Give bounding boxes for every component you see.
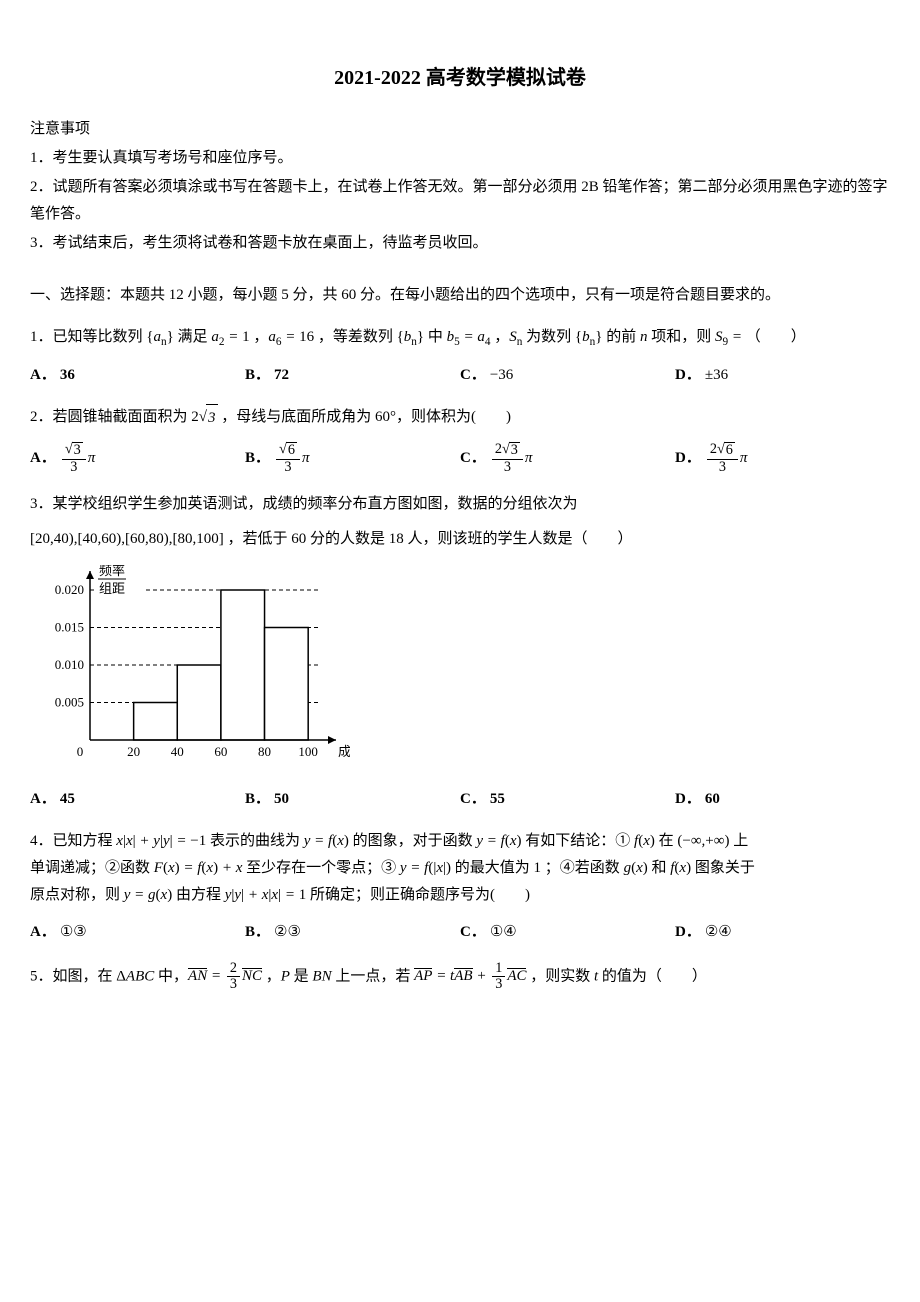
question-5-stem: 5．如图，在 ΔABC 中，AN = 23NC ，P 是 BN 上一点，若 AP…	[30, 961, 890, 993]
svg-text:40: 40	[171, 744, 184, 759]
svg-text:0.015: 0.015	[55, 619, 84, 634]
document-title: 2021-2022 高考数学模拟试卷	[30, 60, 890, 96]
svg-text:60: 60	[214, 744, 227, 759]
option-b: B．②③	[245, 919, 460, 946]
instructions-heading: 注意事项	[30, 116, 890, 143]
option-b: B．72	[245, 362, 460, 389]
option-c: C．55	[460, 786, 675, 813]
question-5: 5．如图，在 ΔABC 中，AN = 23NC ，P 是 BN 上一点，若 AP…	[30, 961, 890, 993]
svg-text:0.005: 0.005	[55, 694, 84, 709]
question-3: 3．某学校组织学生参加英语测试，成绩的频率分布直方图如图，数据的分组依次为 [2…	[30, 491, 890, 813]
svg-text:0: 0	[77, 744, 84, 759]
svg-text:成绩/分: 成绩/分	[338, 744, 350, 759]
svg-text:80: 80	[258, 744, 271, 759]
option-d: D．±36	[675, 362, 890, 389]
svg-text:0.020: 0.020	[55, 582, 84, 597]
question-3-options: A．45 B．50 C．55 D．60	[30, 786, 890, 813]
instruction-line: 2．试题所有答案必须填涂或书写在答题卡上，在试卷上作答无效。第一部分必须用 2B…	[30, 174, 890, 228]
question-4: 4．已知方程 xx + yy = −1 表示的曲线为 y = f(x) 的图象，…	[30, 828, 890, 946]
option-d: D． 263π	[675, 442, 890, 475]
svg-text:0.010: 0.010	[55, 657, 84, 672]
instruction-line: 3．考试结束后，考生须将试卷和答题卡放在桌面上，待监考员收回。	[30, 230, 890, 257]
question-4-stem: 4．已知方程 xx + yy = −1 表示的曲线为 y = f(x) 的图象，…	[30, 828, 890, 909]
option-d: D．②④	[675, 919, 890, 946]
question-1-stem: 1．已知等比数列 {an} 满足 a2 = 1 ，a6 = 16 ，等差数列 {…	[30, 324, 890, 352]
histogram-chart: 0.005 0.010 0.015 0.020 20 40 60 80 100 0 频率组距成绩/分…	[30, 565, 890, 780]
instructions-block: 注意事项 1．考生要认真填写考场号和座位序号。 2．试题所有答案必须填涂或书写在…	[30, 116, 890, 257]
svg-text:组距: 组距	[99, 581, 125, 596]
question-2-options: A． 33π B． 63π C． 233π D． 263π	[30, 442, 890, 475]
svg-text:频率: 频率	[99, 565, 125, 578]
option-c: C． 233π	[460, 442, 675, 475]
option-c: C．①④	[460, 919, 675, 946]
option-a: A．36	[30, 362, 245, 389]
question-2: 2．若圆锥轴截面面积为 23 ，母线与底面所成角为 60°，则体积为( ) A．…	[30, 404, 890, 475]
question-3-stem: 3．某学校组织学生参加英语测试，成绩的频率分布直方图如图，数据的分组依次为 [2…	[30, 491, 890, 553]
question-1: 1．已知等比数列 {an} 满足 a2 = 1 ，a6 = 16 ，等差数列 {…	[30, 324, 890, 389]
question-2-stem: 2．若圆锥轴截面面积为 23 ，母线与底面所成角为 60°，则体积为( )	[30, 404, 890, 432]
option-d: D．60	[675, 786, 890, 813]
question-4-options: A．①③ B．②③ C．①④ D．②④	[30, 919, 890, 946]
svg-text:20: 20	[127, 744, 140, 759]
option-c: C．−36	[460, 362, 675, 389]
question-1-options: A．36 B．72 C．−36 D．±36	[30, 362, 890, 389]
svg-text:100: 100	[298, 744, 318, 759]
option-b: B．50	[245, 786, 460, 813]
section-1-heading: 一、选择题：本题共 12 小题，每小题 5 分，共 60 分。在每小题给出的四个…	[30, 282, 890, 309]
option-a: A．①③	[30, 919, 245, 946]
instruction-line: 1．考生要认真填写考场号和座位序号。	[30, 145, 890, 172]
option-b: B． 63π	[245, 442, 460, 475]
option-a: A．45	[30, 786, 245, 813]
option-a: A． 33π	[30, 442, 245, 475]
